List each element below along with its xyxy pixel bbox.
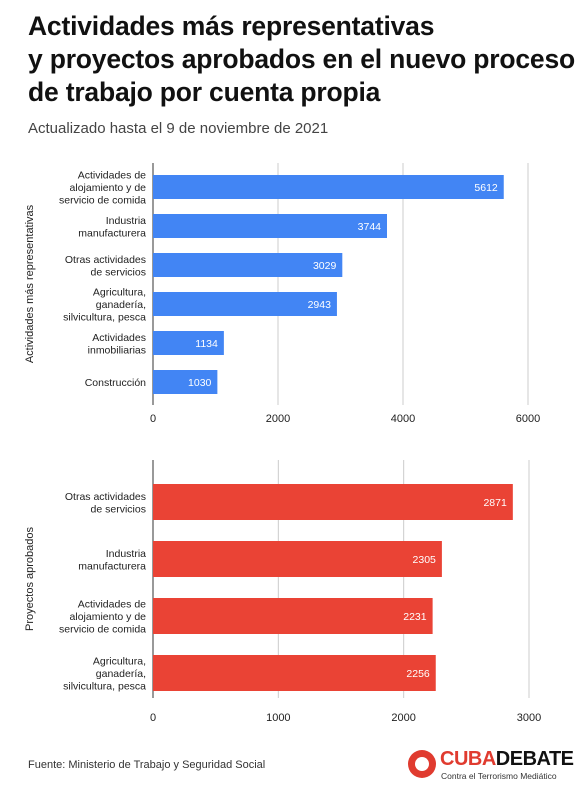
bar-value-label: 1134 [195,338,218,350]
cubadebate-logo: CUBADEBATE Contra el Terrorismo Mediátic… [408,748,574,784]
category-label: servicio de comida [59,195,146,207]
bar [153,370,218,394]
x-tick-label: 6000 [516,413,540,425]
logo-tagline: Contra el Terrorismo Mediático [441,771,557,781]
category-label: silvicultura, pesca [63,312,146,324]
category-label: alojamiento y de [70,611,147,623]
chart-title: Actividades más representativas y proyec… [28,10,575,109]
bar-value-label: 2231 [403,611,427,623]
logo-name: CUBADEBATE [440,748,574,771]
category-label: Otras actividades [65,491,146,503]
x-tick-label: 3000 [517,712,541,724]
projects-chart: 0 1000 2000 3000 Proyectos aprobados 2871 Otra… [24,460,541,724]
category-label: Construcción [85,377,146,389]
category-label: Otras actividades [65,254,146,266]
x-tick-label: 2000 [266,413,290,425]
category-label: manufacturera [78,560,146,572]
title-line-3: de trabajo por cuenta propia [28,77,381,107]
x-tick-label: 4000 [391,413,415,425]
activities-chart: 0 2000 4000 6000 Actividades más representat… [24,163,540,425]
category-label: manufacturera [78,227,146,239]
category-label: Agricultura, [93,656,146,668]
category-label: ganadería, [96,299,146,311]
x-tick-label: 0 [150,413,156,425]
x-tick-label: 2000 [391,712,415,724]
category-label: inmobiliarias [88,344,146,356]
title-line-1: Actividades más representativas [28,11,435,41]
category-label: alojamiento y de [70,182,147,194]
bar [153,292,337,316]
y-axis-label: Proyectos aprobados [24,527,36,631]
logo-name-part1: CUBA [440,748,496,770]
category-label: de servicios [91,266,146,278]
bar-value-label: 5612 [474,182,498,194]
category-label: servicio de comida [59,624,146,636]
category-label: Actividades de [78,599,146,611]
bar-value-label: 3029 [313,260,337,272]
bar-value-label: 3744 [358,221,382,233]
source-note: Fuente: Ministerio de Trabajo y Segurida… [28,759,266,771]
x-tick-label: 0 [150,712,156,724]
bar [153,331,224,355]
category-label: Agricultura, [93,287,146,299]
bar-value-label: 2305 [413,554,437,566]
title-line-2: y proyectos aprobados en el nuevo proces… [28,44,575,74]
chart-subtitle: Actualizado hasta el 9 de noviembre de 2… [28,120,329,137]
logo-name-part2: DEBATE [495,748,574,770]
bar [153,175,504,199]
bar [153,655,436,691]
category-label: Actividades de [78,170,146,182]
bar-value-label: 1030 [188,377,212,389]
category-label: Industria [106,548,146,560]
x-tick-label: 1000 [266,712,290,724]
category-label: de servicios [91,503,146,515]
logo-icon [408,750,436,778]
bar [153,541,442,577]
bar-value-label: 2943 [308,299,332,311]
bar [153,598,433,634]
category-label: Industria [106,215,146,227]
y-axis-label: Actividades más representativas [24,204,36,363]
bar-value-label: 2871 [483,497,507,509]
category-label: Actividades [92,332,146,344]
bar [153,253,343,277]
bar [153,214,387,238]
category-label: silvicultura, pesca [63,681,146,693]
bar-value-label: 2256 [406,668,430,680]
bar [153,484,513,520]
category-label: ganadería, [96,668,146,680]
